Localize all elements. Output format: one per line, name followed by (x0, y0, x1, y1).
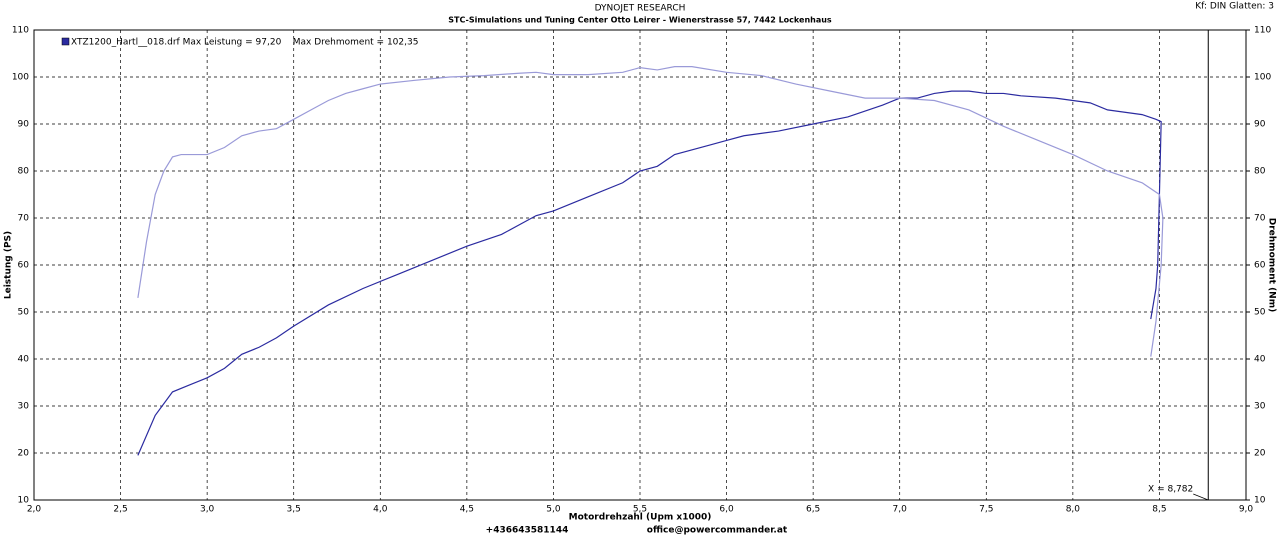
y2-tick-label: 60 (1254, 261, 1266, 271)
y-tick-label: 40 (18, 355, 30, 365)
y-tick-label: 70 (18, 214, 30, 224)
y2-tick-label: 50 (1254, 308, 1266, 318)
y-tick-label: 30 (18, 402, 30, 412)
x-tick-label: 7,5 (979, 505, 993, 515)
y-tick-label: 100 (12, 73, 29, 83)
y-axis-label: Leistung (PS) (4, 231, 14, 299)
x-tick-label: 2,5 (113, 505, 127, 515)
x-tick-label: 9,0 (1239, 505, 1254, 515)
y-tick-label: 10 (18, 496, 30, 506)
power-curve (137, 66, 1164, 357)
y2-tick-label: 10 (1254, 496, 1266, 506)
y2-tick-label: 100 (1254, 73, 1271, 83)
y-tick-label: 60 (18, 261, 30, 271)
y2-tick-label: 110 (1254, 26, 1271, 36)
y-tick-label: 50 (18, 308, 30, 318)
x-tick-label: 3,5 (287, 505, 301, 515)
y2-tick-label: 70 (1254, 214, 1266, 224)
y2-tick-label: 30 (1254, 402, 1266, 412)
y2-axis-label: Drehmoment (Nm) (1267, 218, 1277, 312)
y-tick-label: 90 (18, 120, 30, 130)
x-tick-label: 5,0 (546, 505, 561, 515)
x-tick-label: 8,0 (1066, 505, 1081, 515)
y-tick-label: 110 (12, 26, 29, 36)
cursor-pointer (1193, 493, 1209, 501)
x-axis-label: Motordrehzahl (Upm x1000) (569, 513, 712, 523)
y2-tick-label: 40 (1254, 355, 1266, 365)
footer-phone: +436643581144 (486, 526, 569, 535)
x-tick-label: 8,5 (1152, 505, 1166, 515)
x-tick-label: 3,0 (200, 505, 215, 515)
power-curve (137, 90, 1162, 456)
y2-tick-label: 20 (1254, 449, 1266, 459)
chart-title: DYNOJET RESEARCH (595, 4, 686, 14)
legend-swatch (61, 37, 70, 46)
settings-label: Kf: DIN Glatten: 3 (1195, 2, 1274, 12)
x-tick-label: 4,0 (373, 505, 388, 515)
cursor-label: X = 8,782 (1148, 485, 1193, 495)
x-tick-label: 6,0 (719, 505, 734, 515)
x-tick-label: 6,5 (806, 505, 820, 515)
x-tick-label: 4,5 (460, 505, 474, 515)
x-tick-label: 2,0 (27, 505, 42, 515)
y-tick-label: 20 (18, 449, 30, 459)
x-tick-label: 7,0 (893, 505, 908, 515)
x-tick-label: 5,5 (633, 505, 647, 515)
y2-tick-label: 90 (1254, 120, 1266, 130)
y2-tick-label: 80 (1254, 167, 1266, 177)
y-tick-label: 80 (18, 167, 30, 177)
chart-subtitle: STC-Simulations und Tuning Center Otto L… (448, 16, 832, 25)
footer-email: office@powercommander.at (647, 526, 788, 535)
legend-label: XTZ1200_Hartl__018.drf Max Leistung = 97… (71, 38, 418, 48)
